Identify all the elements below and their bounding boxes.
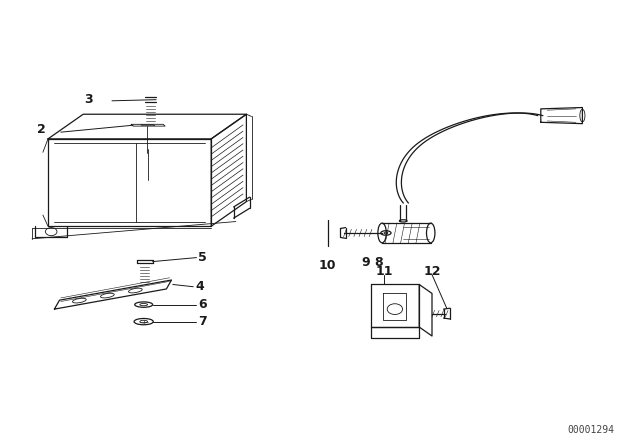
Text: 8: 8 xyxy=(374,255,383,269)
Text: 3: 3 xyxy=(84,93,93,106)
Text: 7: 7 xyxy=(198,315,207,328)
Text: 11: 11 xyxy=(375,264,393,278)
Text: 9: 9 xyxy=(362,255,371,269)
Text: 4: 4 xyxy=(195,280,204,293)
Text: 00001294: 00001294 xyxy=(568,425,614,435)
Text: 5: 5 xyxy=(198,251,207,264)
Text: 6: 6 xyxy=(198,298,207,311)
Text: 12: 12 xyxy=(423,264,441,278)
Text: 2: 2 xyxy=(37,123,46,137)
Text: 10: 10 xyxy=(319,258,337,272)
